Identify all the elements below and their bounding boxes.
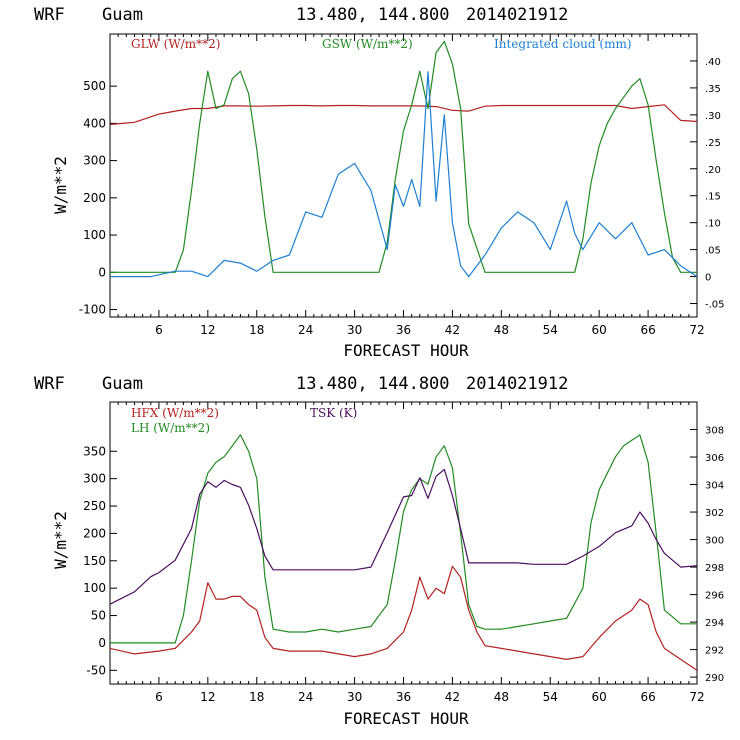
series-line-gsw bbox=[110, 40, 697, 273]
x-tick-label: 72 bbox=[689, 690, 704, 704]
legend-cloud: Integrated cloud (mm) bbox=[494, 37, 632, 51]
x-tick-label: 60 bbox=[592, 323, 607, 337]
y-tick-label: 50 bbox=[91, 609, 106, 623]
x-tick-label: 66 bbox=[640, 323, 655, 337]
legend-hfx: HFX (W/m**2) bbox=[131, 406, 219, 420]
y2-tick-label: .25 bbox=[705, 138, 721, 149]
panel-2-model: WRF bbox=[34, 374, 65, 394]
x-tick-label: 6 bbox=[155, 323, 163, 337]
x-tick-label: 66 bbox=[640, 690, 655, 704]
y2-tick-label: .30 bbox=[705, 111, 721, 122]
x-tick-label: 24 bbox=[298, 690, 313, 704]
panel-2-datetime: 2014021912 bbox=[466, 374, 568, 394]
panel-1-frame bbox=[109, 33, 698, 318]
y-tick-label: 300 bbox=[83, 472, 106, 486]
x-tick-label: 54 bbox=[543, 690, 558, 704]
y2-tick-label: 294 bbox=[705, 618, 724, 629]
y2-tick-label: 296 bbox=[705, 591, 724, 602]
y2-tick-label: .05 bbox=[705, 246, 721, 257]
y-tick-label: 400 bbox=[83, 116, 106, 130]
series-line-tsk bbox=[109, 468, 698, 605]
panel-2-frame bbox=[109, 401, 698, 685]
panel-2-header: WRF Guam 13.480, 144.800 2014021912 bbox=[34, 374, 568, 394]
y-tick-label: 250 bbox=[83, 499, 106, 513]
x-tick-label: 6 bbox=[155, 690, 163, 704]
panel-2-coords: 13.480, 144.800 bbox=[296, 374, 450, 394]
panel-1-header: WRF Guam 13.480, 144.800 2014021912 bbox=[34, 5, 568, 25]
y-tick-label: 500 bbox=[83, 79, 106, 93]
y-tick-label: 100 bbox=[83, 581, 106, 595]
x-tick-label: 48 bbox=[494, 690, 509, 704]
panel-1-datetime: 2014021912 bbox=[466, 5, 568, 25]
x-tick-label: 60 bbox=[592, 690, 607, 704]
y-tick-label: 0 bbox=[98, 636, 106, 650]
x-tick-label: 54 bbox=[543, 323, 558, 337]
panel-2-site: Guam bbox=[102, 374, 143, 394]
y-tick-label: 150 bbox=[83, 554, 106, 568]
y-tick-label: 200 bbox=[83, 191, 106, 205]
y-tick-label: 0 bbox=[98, 265, 106, 279]
panel-1-legend: GLW (W/m**2) GSW (W/m**2) Integrated clo… bbox=[131, 37, 632, 51]
y2-tick-label: 308 bbox=[705, 426, 724, 437]
y2-tick-label: 300 bbox=[705, 536, 724, 547]
series-line-integrated bbox=[110, 71, 698, 278]
panel-1-ylabel: W/m**2 bbox=[51, 156, 70, 214]
panel-1-axes: 6 12 18 24 30 36 42 48 54 60 66 72 -100 0 100 200 300 400… bbox=[79, 34, 725, 337]
y2-tick-label: .15 bbox=[705, 192, 721, 203]
x-tick-label: 24 bbox=[298, 323, 313, 337]
panel-2-legend: HFX (W/m**2) LH (W/m**2) TSK (K) bbox=[131, 406, 357, 435]
series-line-lh bbox=[110, 434, 697, 644]
x-tick-label: 12 bbox=[200, 690, 215, 704]
y-tick-label: -100 bbox=[79, 303, 106, 317]
y-tick-label: 100 bbox=[83, 228, 106, 242]
y2-tick-label: .20 bbox=[705, 165, 721, 176]
x-tick-label: 18 bbox=[249, 690, 264, 704]
y-tick-label: -50 bbox=[86, 663, 106, 677]
legend-tsk: TSK (K) bbox=[310, 406, 357, 420]
panel-2-series bbox=[109, 434, 698, 671]
y2-tick-label: 306 bbox=[705, 453, 724, 464]
y-tick-label: 300 bbox=[83, 154, 106, 168]
y2-tick-label: 304 bbox=[705, 481, 724, 492]
x-tick-label: 18 bbox=[249, 323, 264, 337]
y2-tick-label: 292 bbox=[705, 646, 724, 657]
x-tick-label: 42 bbox=[445, 690, 460, 704]
legend-lh: LH (W/m**2) bbox=[131, 421, 210, 435]
x-tick-label: 36 bbox=[396, 323, 411, 337]
panel-1-xlabel: FORECAST HOUR bbox=[343, 341, 469, 360]
panel-1-coords: 13.480, 144.800 bbox=[296, 5, 450, 25]
y2-tick-label: 0 bbox=[705, 273, 711, 284]
y2-tick-label: -.05 bbox=[705, 300, 725, 311]
panel-2-axes: 6 12 18 24 30 36 42 48 54 60 66 72 -50 0 50 100 150 200 25… bbox=[83, 402, 724, 704]
y2-tick-label: 302 bbox=[705, 508, 724, 519]
x-tick-label: 30 bbox=[347, 690, 362, 704]
y2-tick-label: 290 bbox=[705, 673, 724, 684]
legend-glw: GLW (W/m**2) bbox=[131, 37, 220, 51]
x-tick-label: 48 bbox=[494, 323, 509, 337]
x-tick-label: 12 bbox=[200, 323, 215, 337]
panel-1-series bbox=[109, 40, 698, 278]
panel-2-ylabel: W/m**2 bbox=[51, 511, 70, 569]
panel-1-model: WRF bbox=[34, 5, 65, 25]
x-tick-label: 72 bbox=[689, 323, 704, 337]
x-tick-label: 42 bbox=[445, 323, 460, 337]
series-line-hfx bbox=[109, 565, 698, 671]
x-tick-label: 30 bbox=[347, 323, 362, 337]
panel-1-site: Guam bbox=[102, 5, 143, 25]
x-tick-label: 36 bbox=[396, 690, 411, 704]
y2-tick-label: .35 bbox=[705, 84, 721, 95]
y2-tick-label: 298 bbox=[705, 563, 724, 574]
y-tick-label: 350 bbox=[83, 444, 106, 458]
legend-gsw: GSW (W/m**2) bbox=[322, 37, 413, 51]
y2-tick-label: .40 bbox=[705, 57, 721, 68]
y2-tick-label: .10 bbox=[705, 219, 721, 230]
panel-2-xlabel: FORECAST HOUR bbox=[343, 709, 469, 728]
y-tick-label: 200 bbox=[83, 526, 106, 540]
